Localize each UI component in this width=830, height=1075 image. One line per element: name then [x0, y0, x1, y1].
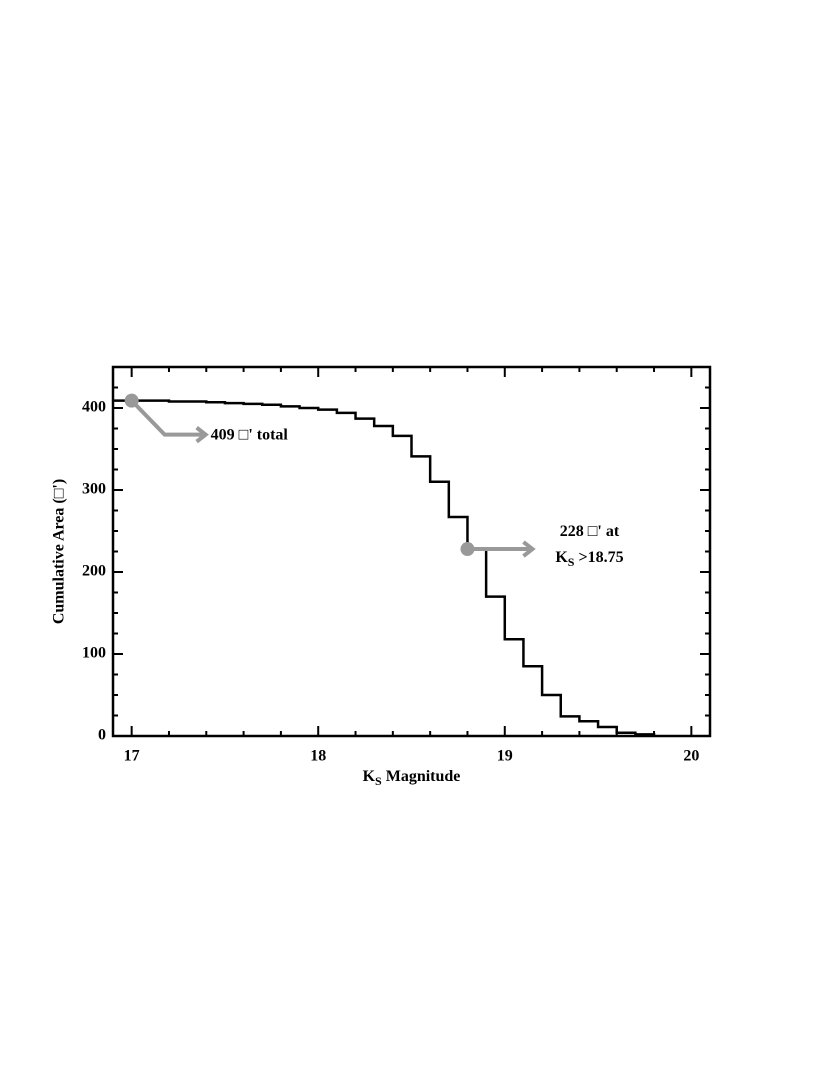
- x-tick-label: 17: [124, 748, 140, 765]
- annotation-point: [460, 542, 475, 557]
- annotation-text: KS >18.75: [555, 549, 623, 569]
- subscript: S: [375, 774, 382, 788]
- y-tick-label: 400: [82, 399, 106, 416]
- annotation-arrow: [467, 540, 536, 558]
- x-tick-label: 18: [310, 748, 326, 765]
- subscript: S: [568, 555, 575, 569]
- annotation-arrow: [130, 399, 209, 444]
- text-part: Magnitude: [382, 768, 461, 785]
- y-tick-label: 100: [82, 645, 106, 662]
- y-tick-label: 300: [82, 481, 106, 498]
- step-line: [113, 399, 656, 736]
- annotation-text: 228 □' at: [560, 523, 620, 540]
- annotation-text: 409 □' total: [211, 426, 289, 443]
- text-part: 228 □' at: [560, 523, 620, 540]
- x-axis-label: KS Magnitude: [363, 768, 461, 788]
- y-tick-label: 200: [82, 563, 106, 580]
- text-part: K: [363, 768, 376, 785]
- text-part: 409 □' total: [211, 426, 289, 443]
- x-tick-label: 19: [497, 748, 513, 765]
- text-part: >18.75: [574, 549, 623, 566]
- annotation-point: [124, 393, 139, 408]
- x-tick-label: 20: [683, 748, 699, 765]
- y-axis-label: Cumulative Area (□'): [51, 479, 68, 624]
- y-tick-label: 0: [98, 727, 106, 744]
- text-part: K: [555, 549, 568, 566]
